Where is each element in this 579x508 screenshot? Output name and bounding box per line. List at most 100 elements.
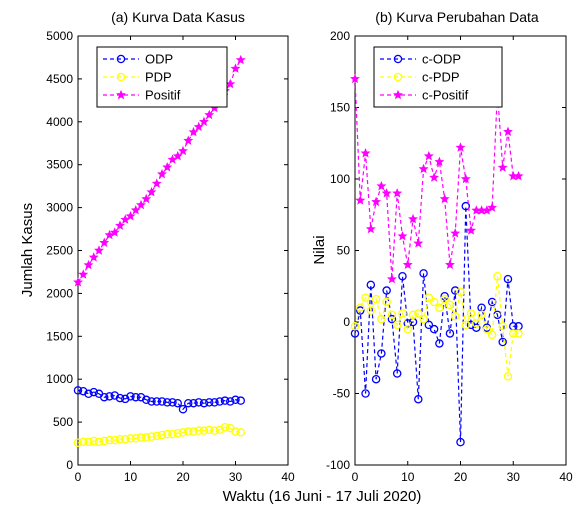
- data-point-positif: [157, 168, 167, 179]
- data-point-c-pdp: [435, 303, 444, 312]
- y-tick-label: 3500: [46, 158, 73, 172]
- legend-label: c-Positif: [422, 88, 469, 103]
- data-point-positif: [130, 204, 141, 215]
- legend-label: PDP: [145, 70, 172, 85]
- data-point-c-positif: [460, 173, 471, 184]
- data-point-c-positif: [434, 156, 445, 167]
- y-tick-label: 100: [330, 172, 350, 186]
- y-tick-label: 150: [330, 101, 350, 115]
- data-point-pdp: [168, 429, 177, 439]
- data-point-pdp: [210, 426, 219, 435]
- data-point-c-odp: [361, 389, 370, 398]
- data-point-c-positif: [423, 150, 434, 161]
- data-point-odp: [141, 395, 151, 405]
- data-point-positif: [162, 162, 173, 172]
- data-point-pdp: [162, 429, 172, 439]
- data-point-pdp: [220, 422, 230, 432]
- data-point-c-pdp: [508, 329, 518, 338]
- data-point-odp: [79, 386, 88, 396]
- data-point-c-positif: [418, 163, 429, 174]
- x-tick-label: 0: [75, 470, 82, 484]
- data-point-positif: [188, 126, 199, 137]
- data-point-pdp: [131, 434, 140, 443]
- data-point-c-odp: [403, 319, 412, 328]
- data-point-c-pdp: [371, 294, 381, 304]
- data-point-positif: [172, 150, 183, 161]
- data-point-odp: [100, 392, 109, 402]
- data-point-pdp: [236, 428, 245, 437]
- data-point-c-pdp: [445, 300, 455, 310]
- data-point-c-pdp: [472, 319, 481, 328]
- series-line-pdp: [77, 426, 241, 444]
- y-tick-label: -50: [333, 387, 351, 401]
- data-point-positif: [146, 186, 157, 197]
- data-point-pdp: [89, 436, 99, 446]
- data-point-c-odp: [382, 286, 391, 295]
- data-point-c-pdp: [429, 297, 439, 307]
- data-point-c-pdp: [414, 309, 423, 318]
- data-point-odp: [215, 397, 224, 406]
- data-point-c-odp: [371, 374, 381, 384]
- data-point-c-positif: [503, 126, 513, 137]
- legend-label: ODP: [145, 52, 173, 67]
- data-point-c-pdp: [498, 322, 507, 331]
- data-point-pdp: [94, 437, 104, 447]
- chart-kurva-data-kasus: (a) Kurva Data Kasus Jumlah Kasus 0 10 20 3…: [19, 9, 295, 484]
- data-point-positif: [230, 63, 241, 73]
- data-point-c-odp: [377, 349, 386, 358]
- data-point-c-odp: [450, 286, 460, 295]
- data-point-odp: [173, 398, 182, 408]
- data-point-c-pdp: [403, 324, 412, 334]
- data-point-c-odp: [424, 320, 434, 330]
- data-point-odp: [183, 398, 193, 408]
- data-point-positif: [199, 116, 209, 126]
- data-point-c-pdp: [419, 314, 428, 324]
- data-point-odp: [210, 398, 219, 407]
- data-point-positif: [78, 269, 89, 279]
- data-point-c-positif: [371, 196, 382, 207]
- data-point-c-pdp: [466, 309, 476, 318]
- y-tick-label: 1500: [46, 329, 73, 343]
- legend-swatch-marker: [116, 72, 126, 82]
- y-axis-label: Nilai: [311, 235, 328, 264]
- data-point-c-positif: [350, 73, 360, 84]
- data-point-odp: [168, 398, 177, 407]
- data-point-c-pdp: [377, 314, 386, 324]
- data-point-odp: [73, 386, 83, 395]
- data-point-c-positif: [455, 142, 466, 152]
- data-point-c-pdp: [408, 310, 418, 320]
- data-point-c-positif: [450, 228, 461, 238]
- data-point-c-positif: [397, 231, 408, 241]
- data-point-c-odp: [356, 306, 365, 315]
- data-point-positif: [94, 245, 104, 255]
- data-point-odp: [152, 397, 161, 406]
- y-tick-label: 1000: [46, 372, 73, 386]
- data-point-c-positif: [355, 195, 366, 205]
- data-point-positif: [136, 199, 146, 210]
- legend-label: c-ODP: [422, 52, 461, 67]
- data-point-c-positif: [402, 259, 413, 269]
- data-point-odp: [199, 398, 209, 408]
- data-point-odp: [189, 398, 198, 408]
- x-tick-label: 40: [559, 470, 573, 484]
- data-point-c-positif: [386, 273, 397, 284]
- data-point-c-pdp: [392, 320, 402, 330]
- data-point-positif: [193, 121, 204, 132]
- y-tick-label: 3000: [46, 201, 73, 215]
- data-point-odp: [115, 393, 125, 403]
- data-point-odp: [126, 392, 135, 401]
- data-point-pdp: [157, 430, 167, 440]
- data-point-c-positif: [445, 259, 455, 269]
- data-point-positif: [115, 220, 125, 230]
- data-point-c-odp: [387, 314, 397, 324]
- data-point-c-pdp: [366, 306, 376, 315]
- data-point-c-positif: [513, 170, 524, 181]
- data-point-c-odp: [435, 339, 444, 348]
- data-point-pdp: [147, 432, 156, 441]
- y-tick-label: 2500: [46, 244, 73, 258]
- data-point-pdp: [194, 426, 203, 435]
- data-point-c-odp: [456, 437, 465, 447]
- y-tick-label: 500: [53, 415, 73, 429]
- data-point-odp: [157, 397, 167, 406]
- data-point-odp: [89, 387, 99, 397]
